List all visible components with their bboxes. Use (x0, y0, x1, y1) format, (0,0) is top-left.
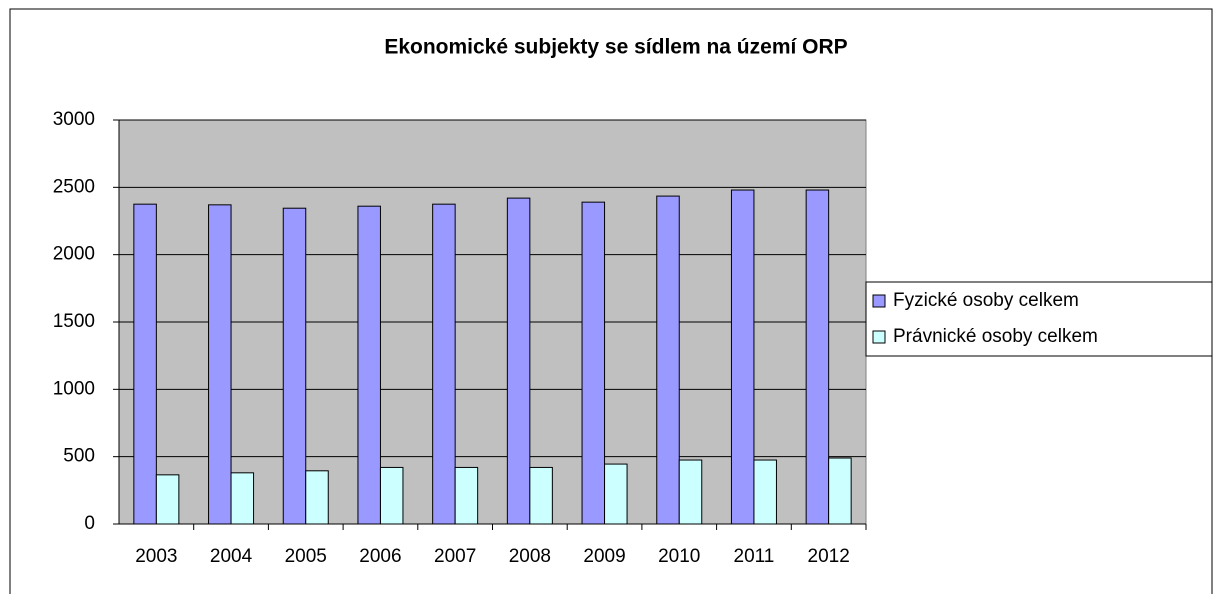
legend-label: Fyzické osoby celkem (893, 290, 1079, 311)
legend-swatch (872, 330, 886, 344)
y-tick-label: 1500 (53, 311, 95, 332)
bar (208, 204, 232, 525)
legend-label: Právnické osoby celkem (893, 326, 1098, 347)
x-tick-label: 2005 (285, 546, 327, 567)
chart-title: Ekonomické subjekty se sídlem na území O… (384, 36, 847, 59)
bar (133, 203, 157, 525)
x-tick-label: 2012 (808, 546, 850, 567)
bar (282, 207, 307, 525)
bar (805, 189, 830, 525)
bar (581, 201, 606, 525)
y-tick-label: 0 (84, 513, 95, 534)
bar (529, 466, 553, 525)
legend-swatch (872, 294, 886, 308)
bar (454, 466, 479, 525)
y-tick-label: 2000 (53, 244, 95, 265)
bar (432, 203, 456, 525)
y-tick-label: 3000 (53, 109, 95, 130)
y-tick-label: 2500 (53, 176, 95, 197)
bar (730, 189, 755, 525)
bar (604, 463, 628, 525)
bar (753, 459, 777, 525)
bar (656, 195, 680, 525)
x-tick-label: 2011 (734, 546, 775, 567)
x-tick-label: 2010 (658, 546, 700, 567)
x-tick-label: 2003 (135, 546, 177, 567)
x-tick-label: 2009 (583, 546, 625, 567)
bar (155, 474, 180, 525)
y-tick-label: 1000 (53, 378, 95, 399)
bar (379, 466, 404, 525)
x-tick-label: 2008 (509, 546, 551, 567)
x-tick-label: 2007 (434, 546, 476, 567)
x-tick-label: 2004 (210, 546, 253, 567)
x-tick-label: 2006 (359, 546, 401, 567)
bar (357, 205, 381, 525)
legend-box (865, 281, 1213, 357)
bar (506, 197, 531, 525)
bar (305, 470, 329, 525)
bar (230, 472, 255, 525)
bar (678, 459, 703, 525)
bar (828, 457, 852, 525)
y-tick-label: 500 (63, 446, 95, 467)
